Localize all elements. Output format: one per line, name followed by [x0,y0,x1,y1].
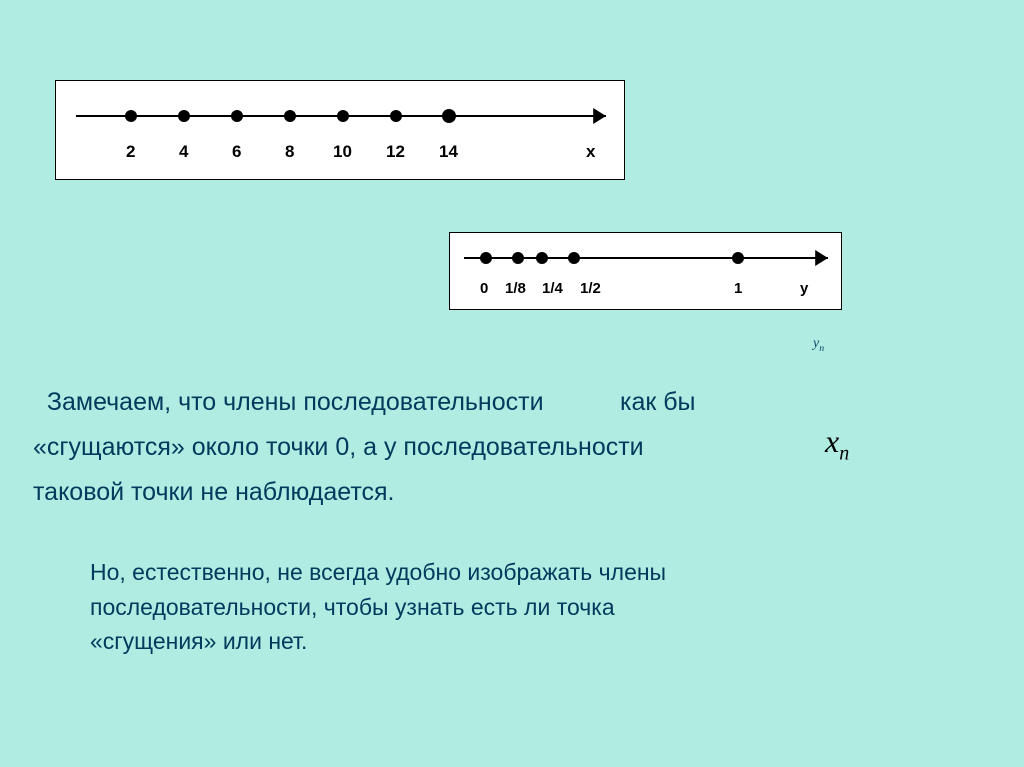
svg-text:1/8: 1/8 [505,280,526,297]
svg-text:y: y [800,280,809,297]
number-line-2: 0 1/8 1/4 1/2 1 y [449,232,842,310]
svg-text:8: 8 [285,142,294,161]
number-line-1: 2 4 6 8 10 12 14 x [55,80,625,180]
yn-label: yn [813,336,824,354]
svg-text:2: 2 [126,142,135,161]
svg-text:1/4: 1/4 [542,280,564,297]
paragraph-1: Замечаем, что члены последовательности к… [33,380,953,515]
svg-text:x: x [586,142,596,161]
svg-text:0: 0 [480,280,488,297]
svg-text:14: 14 [439,142,458,161]
xn-label: xn [825,423,849,465]
svg-text:12: 12 [386,142,405,161]
svg-text:6: 6 [232,142,241,161]
number-line-1-svg: 2 4 6 8 10 12 14 x [56,81,626,181]
svg-text:10: 10 [333,142,352,161]
number-line-2-svg: 0 1/8 1/4 1/2 1 y [450,233,843,311]
svg-text:1/2: 1/2 [580,280,601,297]
svg-text:4: 4 [179,142,189,161]
paragraph-2: Но, естественно, не всегда удобно изобра… [90,555,870,659]
svg-text:1: 1 [734,280,742,297]
